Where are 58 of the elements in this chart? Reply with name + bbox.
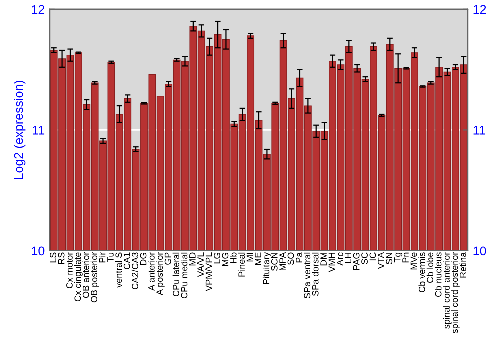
- y-tick-label: 11: [33, 126, 45, 135]
- x-tick-label: MI: [246, 253, 254, 262]
- x-tick-label: VTA: [378, 252, 384, 270]
- x-tick-label: Pineal: [238, 252, 246, 277]
- y2-tick-label: 11: [474, 126, 486, 135]
- x-tick-label: Cb lobe: [426, 252, 434, 283]
- x-tick-label: IC: [370, 252, 376, 261]
- x-tick-label: MD: [190, 252, 196, 266]
- x-tick-label: VMH: [328, 253, 336, 272]
- y-tick-label: 10: [32, 246, 45, 256]
- x-tick-label: Cx cingulate: [74, 252, 83, 302]
- x-tick-label: CA1: [124, 252, 130, 270]
- x-tick-label: Tg: [394, 252, 403, 263]
- x-tick-label: ventral S: [115, 252, 122, 288]
- x-tick-label: SPa dorsal: [312, 252, 319, 296]
- x-tick-label: MVe: [410, 252, 418, 270]
- x-tick-label: SN: [386, 253, 393, 264]
- x-tick-label: SO: [288, 252, 294, 265]
- x-tick-label: DG: [140, 253, 147, 266]
- x-tick-label: Pn: [402, 252, 409, 263]
- x-tick-label: Tu: [108, 252, 114, 262]
- x-tick-label: Retina: [460, 252, 466, 278]
- x-tick-label: MG: [222, 253, 229, 266]
- x-tick-label: CA2/CA3: [132, 252, 138, 290]
- y2-tick-label: 12: [474, 5, 486, 14]
- x-tick-label: SCN: [271, 253, 278, 271]
- x-tick-label: DM: [320, 253, 327, 266]
- y-tick-label: 12: [32, 5, 45, 14]
- x-tick-label: PAG: [353, 253, 360, 270]
- x-tick-label: SPa ventral: [304, 252, 311, 299]
- x-tick-label: spinal cord posterior: [452, 252, 460, 334]
- x-tick-label: Pir: [99, 252, 106, 263]
- x-tick-label: A anterior: [148, 252, 155, 291]
- x-tick-label: spinal cord anterior: [443, 252, 452, 329]
- x-tick-label: MPA: [280, 252, 286, 270]
- x-tick-label: Hb: [230, 252, 237, 264]
- y-axis-title: Log2 (expression): [14, 80, 26, 180]
- x-tick-label: RS: [58, 252, 65, 264]
- x-tick-label: Pituitary: [262, 252, 272, 284]
- x-tick-label: VA/VL: [197, 252, 204, 278]
- x-tick-label: Arc: [337, 252, 344, 266]
- x-tick-label: A posterior: [156, 252, 165, 296]
- x-tick-label: Cx motor: [66, 252, 73, 288]
- x-tick-label: LH: [345, 253, 352, 264]
- x-tick-label: VPM/VPL: [206, 252, 212, 292]
- x-tick-label: Cb nucleus: [435, 252, 442, 298]
- x-tick-label: Pa: [296, 252, 302, 263]
- x-tick-label: LS: [50, 252, 57, 263]
- x-tick-label: ME: [255, 252, 262, 266]
- x-tick-label: LG: [214, 253, 220, 264]
- x-tick-label: OB anterior: [82, 252, 90, 298]
- y2-tick-label: 10: [474, 246, 486, 256]
- x-tick-label: CPu lateral: [172, 252, 180, 297]
- x-tick-label: OB posterior: [90, 252, 100, 303]
- x-tick-label: SC: [362, 252, 368, 264]
- x-tick-label: GP: [164, 252, 172, 265]
- x-tick-label: CPu medial: [181, 252, 188, 299]
- x-tick-label: Cb vermis: [418, 252, 426, 293]
